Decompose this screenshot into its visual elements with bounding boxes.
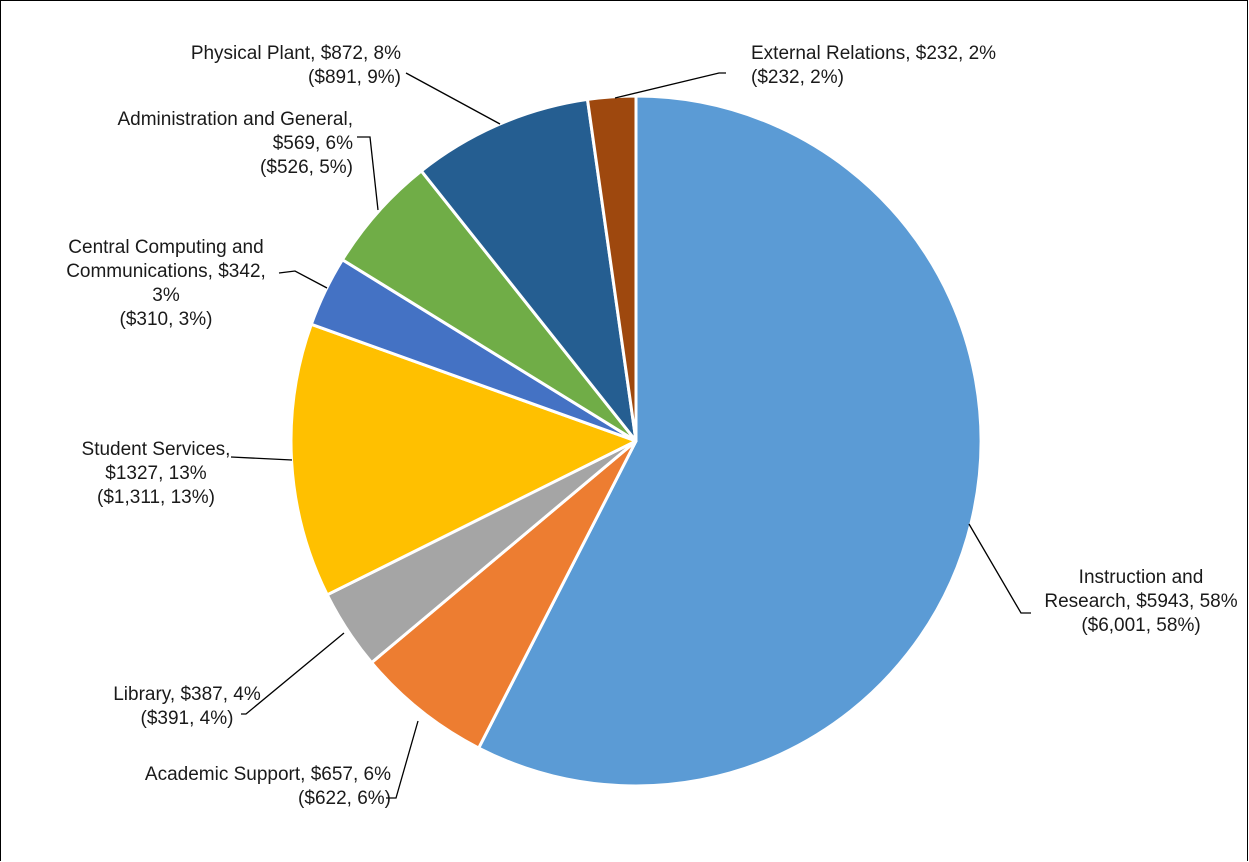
slice-label-line: External Relations, $232, 2% bbox=[751, 43, 996, 64]
slice-label-line: ($891, 9%) bbox=[308, 67, 401, 88]
slice-label-line: ($232, 2%) bbox=[751, 67, 844, 88]
slice-label-academic-support: Academic Support, $657, 6% ($622, 6%) bbox=[145, 764, 391, 809]
leader-line-student-services bbox=[230, 456, 293, 461]
pie-slices bbox=[289, 94, 983, 788]
leader-line-library bbox=[241, 632, 345, 715]
slice-label-line: Research, $5943, 58% bbox=[1044, 591, 1237, 612]
slice-labels: Instruction and Research, $5943, 58% ($6,0… bbox=[66, 43, 1238, 809]
leader-lines bbox=[230, 72, 1031, 799]
slice-label-line: ($1,311, 13%) bbox=[97, 487, 215, 508]
slice-label-line: Academic Support, $657, 6% bbox=[145, 764, 391, 785]
slice-label-physical-plant: Physical Plant, $872, 8% ($891, 9%) bbox=[191, 43, 401, 88]
slice-label-line: ($310, 3%) bbox=[120, 309, 213, 330]
leader-line-academic-support bbox=[386, 720, 419, 799]
leader-line-administration-and-general bbox=[357, 136, 379, 211]
leader-line-central-computing-and-communications bbox=[278, 270, 328, 289]
slice-label-line: Communications, $342, bbox=[66, 261, 266, 282]
pie-slice-student-services bbox=[289, 322, 638, 597]
slice-label-line: Administration and General, bbox=[117, 109, 353, 130]
slice-label-line: ($391, 4%) bbox=[141, 708, 234, 729]
slice-label-line: Central Computing and bbox=[68, 237, 263, 258]
pie-slice-instruction-and-research bbox=[477, 94, 983, 788]
slice-label-external-relations: External Relations, $232, 2% ($232, 2%) bbox=[751, 43, 996, 88]
slice-label-line: 3% bbox=[152, 285, 180, 306]
slice-label-line: ($622, 6%) bbox=[298, 788, 391, 809]
leader-line-external-relations bbox=[614, 72, 726, 99]
slice-label-line: Instruction and bbox=[1079, 567, 1204, 588]
slice-label-line: Physical Plant, $872, 8% bbox=[191, 43, 401, 64]
slice-label-instruction-and-research: Instruction and Research, $5943, 58% ($6,0… bbox=[1044, 567, 1237, 636]
slice-label-line: $569, 6% bbox=[273, 133, 353, 154]
slice-label-administration-and-general: Administration and General, $569, 6% ($526… bbox=[117, 109, 353, 178]
slice-label-line: Library, $387, 4% bbox=[113, 684, 261, 705]
leader-line-instruction-and-research bbox=[968, 523, 1031, 614]
slice-label-central-computing-and-communications: Central Computing and Communications, $34… bbox=[66, 237, 266, 330]
slice-label-line: ($6,001, 58%) bbox=[1081, 615, 1200, 636]
slice-label-line: $1327, 13% bbox=[105, 463, 207, 484]
slice-label-student-services: Student Services, $1327, 13% ($1,311, 13%) bbox=[82, 439, 231, 508]
pie-slice-external-relations bbox=[585, 94, 638, 443]
leader-line-physical-plant bbox=[405, 72, 501, 125]
slice-label-line: ($526, 5%) bbox=[260, 157, 353, 178]
pie-slice-academic-support bbox=[370, 439, 638, 750]
slice-label-line: Student Services, bbox=[82, 439, 231, 460]
slice-label-library: Library, $387, 4% ($391, 4%) bbox=[113, 684, 261, 729]
